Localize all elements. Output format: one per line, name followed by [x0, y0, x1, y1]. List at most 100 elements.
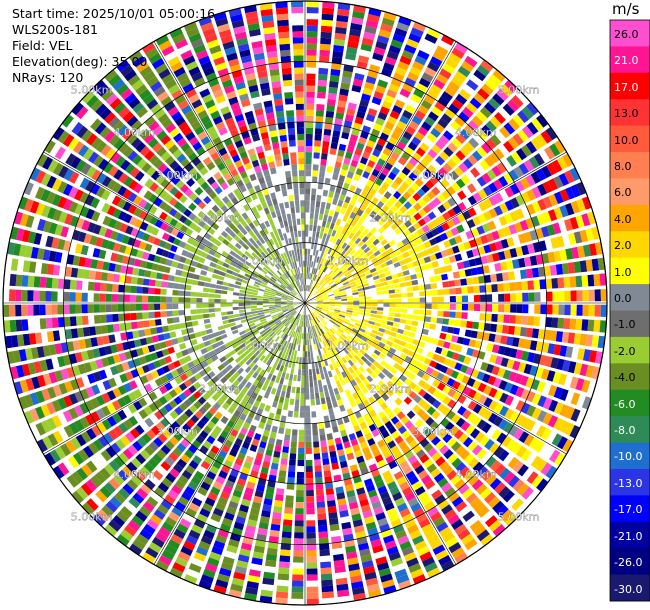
range-gate [402, 513, 414, 524]
range-gate [95, 103, 108, 116]
range-gate [411, 115, 423, 125]
range-gate [553, 417, 564, 431]
range-gate [294, 200, 300, 207]
range-gate [461, 286, 468, 294]
range-gate [440, 417, 450, 428]
range-gate [359, 99, 370, 108]
range-gate [101, 505, 114, 518]
range-gate [30, 347, 39, 360]
range-gate [178, 204, 188, 214]
range-gate [447, 208, 457, 218]
range-gate [425, 303, 432, 309]
range-gate [426, 406, 436, 416]
range-gate [246, 284, 254, 289]
range-gate [478, 201, 488, 212]
range-gate [172, 238, 181, 246]
range-gate [330, 273, 337, 279]
range-gate [184, 258, 192, 265]
range-gate [337, 589, 350, 598]
range-gate [228, 58, 240, 67]
range-gate [69, 292, 76, 302]
range-gate [390, 445, 400, 455]
range-gate [358, 381, 365, 389]
range-gate [283, 519, 293, 527]
range-gate [338, 423, 346, 432]
range-gate [239, 93, 249, 102]
range-gate [489, 442, 500, 454]
range-gate [188, 266, 196, 273]
range-gate [275, 306, 282, 310]
range-gate [371, 257, 378, 264]
range-gate [385, 455, 395, 464]
range-gate [166, 296, 173, 303]
range-gate [313, 331, 316, 338]
range-gate [48, 250, 57, 262]
range-gate [162, 273, 169, 281]
range-gate [425, 179, 435, 190]
range-gate [322, 296, 329, 300]
range-gate [91, 137, 103, 150]
range-gate [317, 79, 327, 87]
range-gate [290, 276, 294, 282]
range-gate [325, 221, 331, 229]
range-gate [259, 2, 273, 11]
range-gate [281, 318, 287, 324]
range-gate [546, 162, 558, 176]
range-gate [313, 152, 320, 159]
range-gate [244, 260, 251, 267]
range-gate [361, 37, 374, 46]
range-gate [188, 502, 200, 513]
range-gate [78, 339, 87, 350]
range-gate [39, 304, 46, 316]
range-gate [136, 347, 144, 357]
range-gate [197, 131, 208, 141]
range-gate [187, 361, 195, 369]
range-gate [295, 332, 299, 339]
range-gate [237, 510, 248, 519]
range-gate [262, 298, 269, 301]
range-gate [527, 280, 535, 290]
range-gate [354, 481, 364, 490]
range-gate [352, 292, 359, 296]
range-gate [339, 510, 349, 518]
range-gate [188, 167, 198, 177]
range-gate [288, 194, 294, 202]
range-gate [359, 498, 370, 507]
range-gate [350, 318, 357, 323]
range-gate [497, 251, 506, 261]
range-gate [196, 314, 204, 320]
range-gate [352, 392, 359, 400]
range-gate [127, 403, 138, 414]
range-gate [260, 251, 267, 258]
range-gate [445, 334, 453, 342]
range-gate [343, 441, 351, 449]
range-gate [238, 360, 245, 367]
range-gate [467, 183, 477, 194]
range-gate [240, 228, 248, 236]
range-gate [250, 325, 257, 331]
range-gate [426, 351, 435, 359]
range-gate [474, 340, 482, 349]
range-gate [333, 340, 339, 347]
range-gate [585, 259, 594, 272]
range-gate [27, 304, 34, 316]
range-gate [310, 298, 317, 302]
range-gate [408, 172, 418, 182]
range-gate [109, 496, 122, 509]
range-gate [305, 315, 307, 322]
range-gate [174, 116, 186, 127]
range-gate [317, 182, 324, 190]
range-gate [374, 143, 384, 152]
range-gate [333, 167, 341, 175]
range-gate [83, 445, 94, 458]
range-gate [416, 83, 428, 93]
range-gate [455, 295, 462, 303]
range-gate [545, 317, 553, 328]
range-gate [163, 392, 173, 402]
range-gate [247, 320, 255, 325]
range-gate [442, 162, 453, 173]
range-gate [128, 257, 136, 266]
range-gate [490, 134, 502, 146]
range-gate [256, 265, 263, 271]
range-gate [265, 44, 277, 53]
